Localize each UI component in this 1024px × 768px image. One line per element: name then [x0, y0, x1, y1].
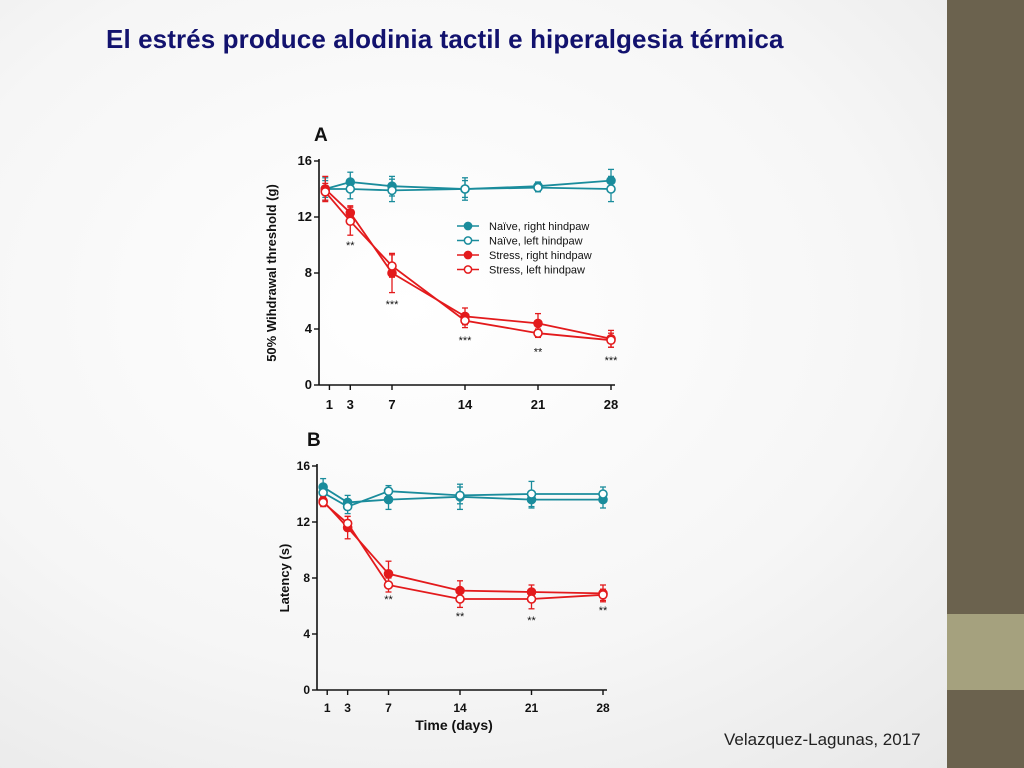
data-point: [342, 501, 353, 512]
x-tick-label: 3: [347, 397, 354, 412]
x-tick-label: 1: [324, 701, 331, 715]
y-tick-label: 4: [303, 627, 310, 641]
significance-label: ***: [605, 355, 619, 367]
data-point: [318, 497, 328, 508]
citation: Velazquez-Lagunas, 2017: [724, 730, 921, 749]
legend-marker: [463, 265, 473, 274]
x-tick-label: 28: [596, 701, 610, 715]
significance-label: **: [599, 605, 608, 617]
x-tick-label: 21: [525, 701, 539, 715]
x-tick-label: 7: [385, 701, 392, 715]
legend-label: Naïve, left hindpaw: [489, 236, 583, 248]
x-tick-label: 28: [604, 397, 618, 412]
y-tick-label: 4: [305, 321, 313, 336]
series-na-ve-right-hindpaw: [320, 168, 616, 201]
data-point: [387, 185, 397, 196]
legend-marker: [463, 221, 473, 231]
series-stress-left-hindpaw: [318, 497, 608, 610]
y-tick-label: 12: [298, 209, 312, 224]
significance-label: **: [534, 346, 543, 358]
series-line: [322, 500, 604, 595]
data-point: [383, 568, 394, 579]
series-line: [322, 486, 603, 504]
y-tick-label: 16: [298, 153, 312, 168]
legend-item: Stress, right hindpaw: [457, 250, 592, 262]
x-tick-label: 1: [326, 397, 333, 412]
y-tick-label: 16: [297, 459, 311, 473]
data-point: [345, 216, 356, 226]
data-point: [526, 594, 537, 604]
sidebar-accent-block: [947, 614, 1024, 690]
significance-label: **: [527, 615, 536, 627]
data-point: [533, 318, 543, 329]
data-point: [606, 335, 616, 346]
legend-label: Stress, right hindpaw: [489, 250, 592, 262]
data-point: [533, 182, 543, 193]
x-tick-label: 14: [453, 701, 467, 715]
data-point: [598, 489, 608, 499]
data-point: [455, 490, 465, 501]
legend-item: Naïve, right hindpaw: [457, 221, 589, 233]
y-tick-label: 8: [305, 265, 312, 280]
significance-label: **: [346, 240, 355, 252]
chart-panel-a: A 0 4 8 12 16 1 3 7 14 21 28 50% Wihdrawal threshold…: [264, 125, 618, 412]
data-point: [526, 489, 537, 499]
data-point: [460, 315, 470, 326]
data-point: [606, 184, 616, 194]
series-stress-right-hindpaw: [318, 496, 608, 603]
y-axis-label: 50% Wihdrawal threshold (g): [264, 184, 279, 362]
y-axis-label: Latency (s): [277, 544, 292, 613]
data-point: [320, 187, 331, 197]
slide-title: El estrés produce alodinia tactil e hipe…: [106, 24, 784, 54]
data-point: [455, 594, 465, 604]
y-tick-label: 0: [303, 683, 310, 697]
x-axis-label: Time (days): [415, 717, 493, 733]
legend-label: Stress, left hindpaw: [489, 265, 585, 277]
significance-label: ***: [459, 335, 473, 347]
data-point: [342, 518, 353, 529]
series-line: [324, 188, 612, 340]
x-tick-label: 3: [344, 701, 351, 715]
legend-marker: [463, 236, 473, 245]
legend-label: Naïve, right hindpaw: [489, 221, 589, 233]
y-tick-label: 8: [303, 571, 310, 585]
significance-label: **: [384, 594, 393, 606]
series-na-ve-left-hindpaw: [320, 175, 616, 203]
y-tick-label: 0: [305, 377, 312, 392]
data-point: [387, 261, 397, 271]
legend-item: Naïve, left hindpaw: [457, 236, 583, 248]
y-tick-label: 12: [297, 515, 311, 529]
series-stress-left-hindpaw: [320, 182, 616, 348]
data-point: [533, 328, 543, 339]
panel-label: A: [314, 125, 328, 146]
data-point: [345, 184, 356, 194]
data-point: [598, 589, 608, 600]
data-point: [318, 487, 328, 498]
panel-label: B: [307, 430, 321, 451]
data-point: [383, 486, 394, 497]
significance-label: ***: [386, 299, 400, 311]
significance-label: **: [456, 611, 465, 623]
data-point: [460, 184, 470, 194]
data-point: [383, 580, 394, 590]
legend-marker: [463, 250, 473, 260]
series-na-ve-left-hindpaw: [318, 480, 608, 515]
x-tick-label: 21: [531, 397, 545, 412]
series-line: [324, 191, 612, 342]
x-tick-label: 14: [458, 397, 473, 412]
x-tick-label: 7: [388, 397, 395, 412]
legend-item: Stress, left hindpaw: [457, 265, 585, 277]
series-line: [322, 501, 604, 600]
chart-panel-b: B 0 4 8 12 16 1 3 7 14 21 28 Latency (s) Time (days) *…: [277, 430, 610, 733]
